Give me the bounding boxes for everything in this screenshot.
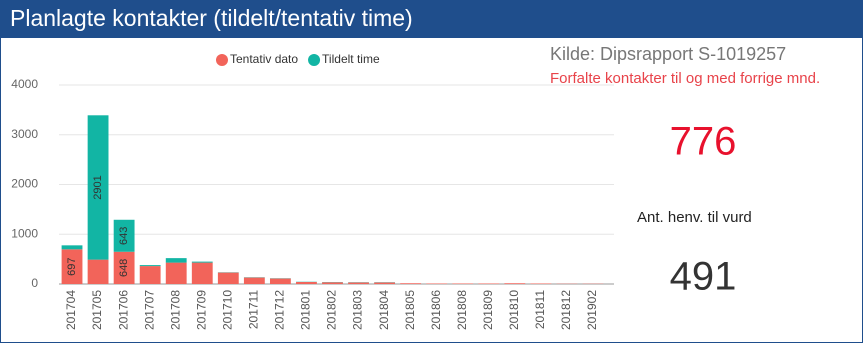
overdue-value: 776 <box>670 120 737 164</box>
x-tick-label: 201902 <box>585 290 599 330</box>
x-tick-label: 201707 <box>142 290 156 330</box>
bar-segment <box>165 262 187 284</box>
x-tick-label: 201709 <box>194 290 208 330</box>
x-tick-label: 201804 <box>377 290 391 330</box>
x-tick-label: 201803 <box>351 290 365 330</box>
x-tick-label: 201706 <box>116 290 130 330</box>
value-label: 697 <box>66 257 78 275</box>
x-tick-label: 201806 <box>429 290 443 330</box>
x-tick-label: 201811 <box>533 290 547 329</box>
value-label: 2901 <box>92 175 104 199</box>
y-tick-label: 1000 <box>11 226 38 240</box>
x-tick-label: 201704 <box>64 290 78 330</box>
bar-segment <box>139 266 161 284</box>
x-tick-label: 201810 <box>507 290 521 330</box>
bar-segment <box>243 277 265 284</box>
bar-segment <box>504 283 526 284</box>
bar-segment <box>139 265 161 267</box>
x-tick-label: 201712 <box>273 290 287 330</box>
x-tick-label: 201710 <box>220 290 234 330</box>
bar-segment <box>400 283 422 284</box>
y-tick-label: 0 <box>31 276 38 290</box>
x-tick-label: 201808 <box>455 290 469 330</box>
x-tick-label: 201711 <box>247 290 261 329</box>
x-tick-label: 201805 <box>403 290 417 330</box>
y-tick-label: 3000 <box>11 127 38 141</box>
value-label: 643 <box>118 227 130 245</box>
bar-segment <box>165 258 187 263</box>
bar-segment <box>348 282 369 284</box>
x-tick-label: 201812 <box>559 290 573 330</box>
value-label: 648 <box>118 259 130 277</box>
y-tick-label: 2000 <box>11 177 38 191</box>
legend-swatch <box>216 54 228 66</box>
y-tick-label: 4000 <box>11 77 38 91</box>
bar-segment <box>374 282 396 284</box>
bar-segment <box>269 278 291 284</box>
header-bar <box>0 0 863 38</box>
bar-segment <box>191 262 213 284</box>
x-tick-label: 201801 <box>299 290 313 330</box>
bar-segment <box>87 115 109 260</box>
header-title: Planlagte kontakter (tildelt/tentativ ti… <box>10 5 413 31</box>
x-tick-label: 201708 <box>168 290 182 330</box>
referrals-label: Ant. henv. til vurd <box>637 209 752 226</box>
bar-segment <box>113 251 135 284</box>
bar-segment <box>113 219 135 252</box>
x-tick-label: 201705 <box>90 290 104 330</box>
legend-swatch <box>308 54 321 66</box>
x-tick-label: 201802 <box>325 290 339 330</box>
x-tick-label: 201809 <box>481 290 495 330</box>
bar-segment <box>296 282 317 284</box>
legend-label: Tentativ dato <box>230 52 298 66</box>
source-text: Kilde: Dipsrapport S-1019257 <box>550 44 786 64</box>
referrals-value: 491 <box>670 255 737 299</box>
bar-segment <box>217 272 239 284</box>
bar-segment <box>61 249 83 284</box>
bar-segment <box>61 245 83 250</box>
legend-label: Tildelt time <box>322 52 380 66</box>
bar-segment <box>191 261 213 263</box>
bar-segment <box>87 259 109 284</box>
bar-segment <box>322 282 343 284</box>
note-text: Forfalte kontakter til og med forrige mn… <box>550 70 820 87</box>
